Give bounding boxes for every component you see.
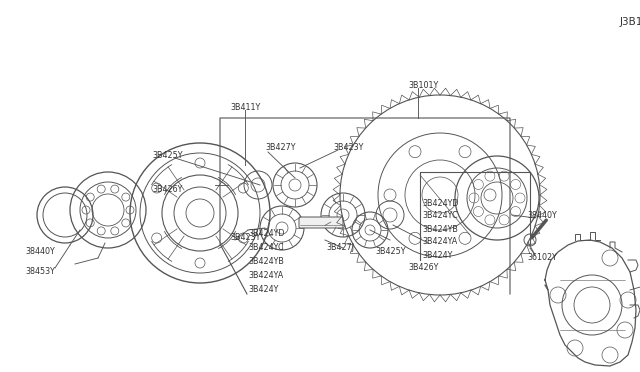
Text: 3B424YA: 3B424YA <box>248 272 284 280</box>
Text: 3B101Y: 3B101Y <box>408 80 438 90</box>
Text: 3B425Y: 3B425Y <box>152 151 182 160</box>
Text: 3B426Y: 3B426Y <box>152 186 182 195</box>
Text: J3B10155: J3B10155 <box>620 17 640 27</box>
Text: 3B427J: 3B427J <box>326 244 354 253</box>
Text: 3B423Y: 3B423Y <box>230 234 260 243</box>
Text: 38453Y: 38453Y <box>25 267 55 276</box>
Text: 3B423Y: 3B423Y <box>333 142 364 151</box>
Text: 3B424YC: 3B424YC <box>422 212 458 221</box>
Text: 3B424YA: 3B424YA <box>422 237 457 247</box>
Text: 3B426Y: 3B426Y <box>408 263 438 273</box>
Text: 38440Y: 38440Y <box>25 247 55 257</box>
Text: 3B424YD: 3B424YD <box>422 199 458 208</box>
Text: 3B427Y: 3B427Y <box>265 144 296 153</box>
Text: 3B424Y: 3B424Y <box>422 250 452 260</box>
Text: 3B425Y: 3B425Y <box>375 247 406 257</box>
Text: 3B424YB: 3B424YB <box>248 257 284 266</box>
Text: 3B424YD: 3B424YD <box>248 230 285 238</box>
Text: 3B424YB: 3B424YB <box>422 224 458 234</box>
Text: 3B424YC: 3B424YC <box>248 244 284 253</box>
Text: 36102Y: 36102Y <box>527 253 557 263</box>
Text: 3B411Y: 3B411Y <box>230 103 260 112</box>
FancyBboxPatch shape <box>299 217 343 228</box>
Text: 3B424Y: 3B424Y <box>248 285 278 295</box>
Text: 38440Y: 38440Y <box>527 211 557 219</box>
